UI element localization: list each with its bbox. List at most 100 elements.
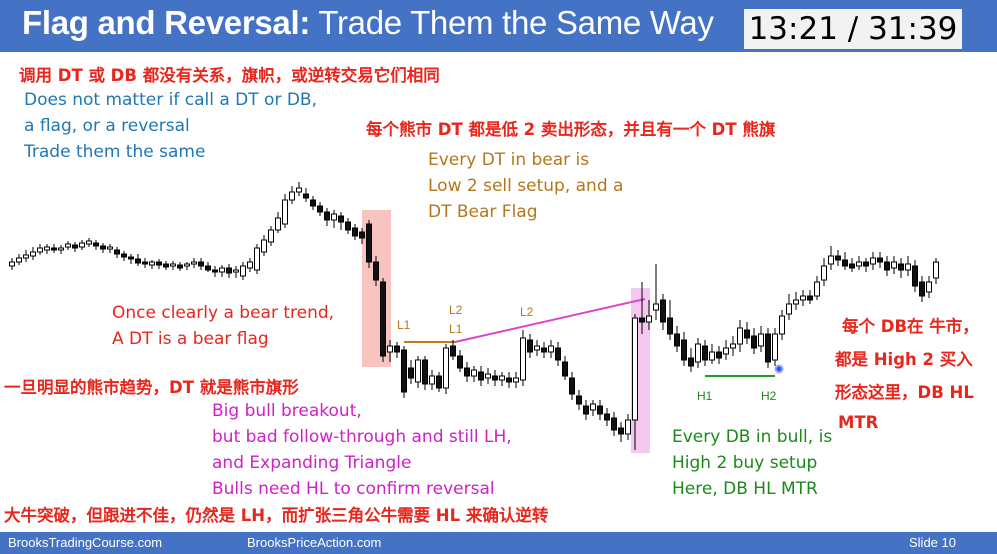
annotation-en-trend-2: A DT is a bear flag [112, 329, 269, 349]
annotation-en-bear-3: DT Bear Flag [428, 202, 538, 222]
candle-body [646, 315, 652, 323]
candle-body [632, 317, 638, 421]
annotation-cn-trend: 一旦明显的熊市趋势，DT 就是熊市旗形 [4, 378, 299, 397]
candle-body [100, 245, 106, 250]
candle-body [695, 343, 701, 363]
annotation-en-bull-3: and Expanding Triangle [212, 453, 412, 473]
candle-body [331, 213, 337, 221]
candlesticks [9, 182, 939, 450]
candle-body [723, 347, 729, 355]
candle-body [219, 267, 225, 273]
annotation-cn-top: 调用 DT 或 DB 都没有关系，旗帜，或逆转交易它们相同 [19, 66, 440, 85]
candle-body [359, 231, 365, 239]
candle-body [863, 261, 869, 267]
candle-body [758, 333, 764, 347]
candle-body [9, 261, 15, 267]
cursor-marker [774, 364, 784, 374]
candle-body [422, 359, 428, 385]
video-timer: 13:21 / 31:39 [744, 9, 962, 49]
candle-body [401, 349, 407, 393]
candle-body [590, 403, 596, 411]
annotation-en-db-2: High 2 buy setup [672, 453, 818, 473]
candle-body [772, 333, 778, 361]
candle-body [380, 281, 386, 357]
candle-body [751, 335, 757, 349]
candle-body [919, 281, 925, 297]
candle-body [912, 265, 918, 287]
candle-body [191, 261, 197, 265]
label-l1-second: L1 [449, 322, 463, 336]
annotation-en-db-1: Every DB in bull, is [672, 427, 833, 447]
annotation-cn-bull: 大牛突破，但跟进不佳，仍然是 LH，而扩张三角公牛需要 HL 来确认逆转 [4, 506, 549, 525]
candle-body [639, 317, 645, 323]
candle-body [303, 193, 309, 199]
candle-body [450, 345, 456, 357]
candle-body [793, 299, 799, 305]
candle-body [107, 246, 113, 250]
candle-body [261, 239, 267, 253]
candle-body [72, 244, 78, 249]
candle-body [814, 281, 820, 297]
candle-body [464, 367, 470, 377]
candle-body [842, 259, 848, 267]
annotation-en-trend-1: Once clearly a bear trend, [112, 303, 335, 323]
candle-body [471, 369, 477, 377]
candle-body [128, 256, 134, 260]
candle-body [457, 355, 463, 369]
candle-body [583, 405, 589, 415]
candle-body [30, 251, 36, 257]
candle-body [387, 345, 393, 353]
candle-body [86, 240, 92, 245]
candle-body [170, 263, 176, 267]
candle-body [611, 417, 617, 431]
candle-body [135, 258, 141, 264]
candle-body [779, 315, 785, 335]
candle-body [352, 227, 358, 237]
candle-body [898, 263, 904, 271]
candle-body [254, 247, 260, 271]
candle-body [366, 223, 372, 263]
candle-body [443, 347, 449, 389]
candle-body [828, 255, 834, 265]
annotation-cn-db-4: MTR [838, 413, 879, 432]
candle-body [569, 377, 575, 395]
candle-body [744, 329, 750, 339]
candle-body [282, 199, 288, 225]
candle-body [786, 303, 792, 315]
candle-body [562, 361, 568, 377]
candle-body [933, 261, 939, 279]
candle-body [730, 343, 736, 349]
candle-body [926, 281, 932, 293]
candle-body [156, 261, 162, 266]
candle-body [667, 317, 673, 335]
annotation-en-bear-2: Low 2 sell setup, and a [428, 176, 624, 196]
candle-body [310, 199, 316, 207]
candle-body [688, 357, 694, 367]
candle-body [373, 261, 379, 281]
candle-body [849, 263, 855, 269]
annotation-en-bull-1: Big bull breakout, [212, 401, 362, 421]
candle-body [198, 261, 204, 267]
candle-body [184, 263, 190, 267]
candle-body [65, 243, 71, 248]
candle-body [807, 295, 813, 301]
candle-body [296, 187, 302, 193]
candle-body [576, 395, 582, 405]
candle-body [142, 261, 148, 265]
candle-body [247, 261, 253, 269]
candle-body [884, 261, 890, 271]
candle-body [870, 257, 876, 265]
candle-body [163, 263, 169, 268]
candle-body [345, 221, 351, 231]
annotation-cn-bear-dt: 每个熊市 DT 都是低 2 卖出形态，并且有一个 DT 熊旗 [366, 120, 776, 139]
candle-body [653, 303, 659, 311]
candle-body [765, 333, 771, 363]
annotation-cn-db-1: 每个 DB在 牛市， [842, 317, 979, 336]
candle-body [520, 337, 526, 381]
annotation-cn-db-2: 都是 High 2 买入 [835, 350, 973, 369]
label-h1: H1 [697, 389, 713, 403]
candle-body [597, 405, 603, 415]
title-rest: Trade Them the Same Way [310, 4, 714, 41]
candle-body [394, 345, 400, 353]
